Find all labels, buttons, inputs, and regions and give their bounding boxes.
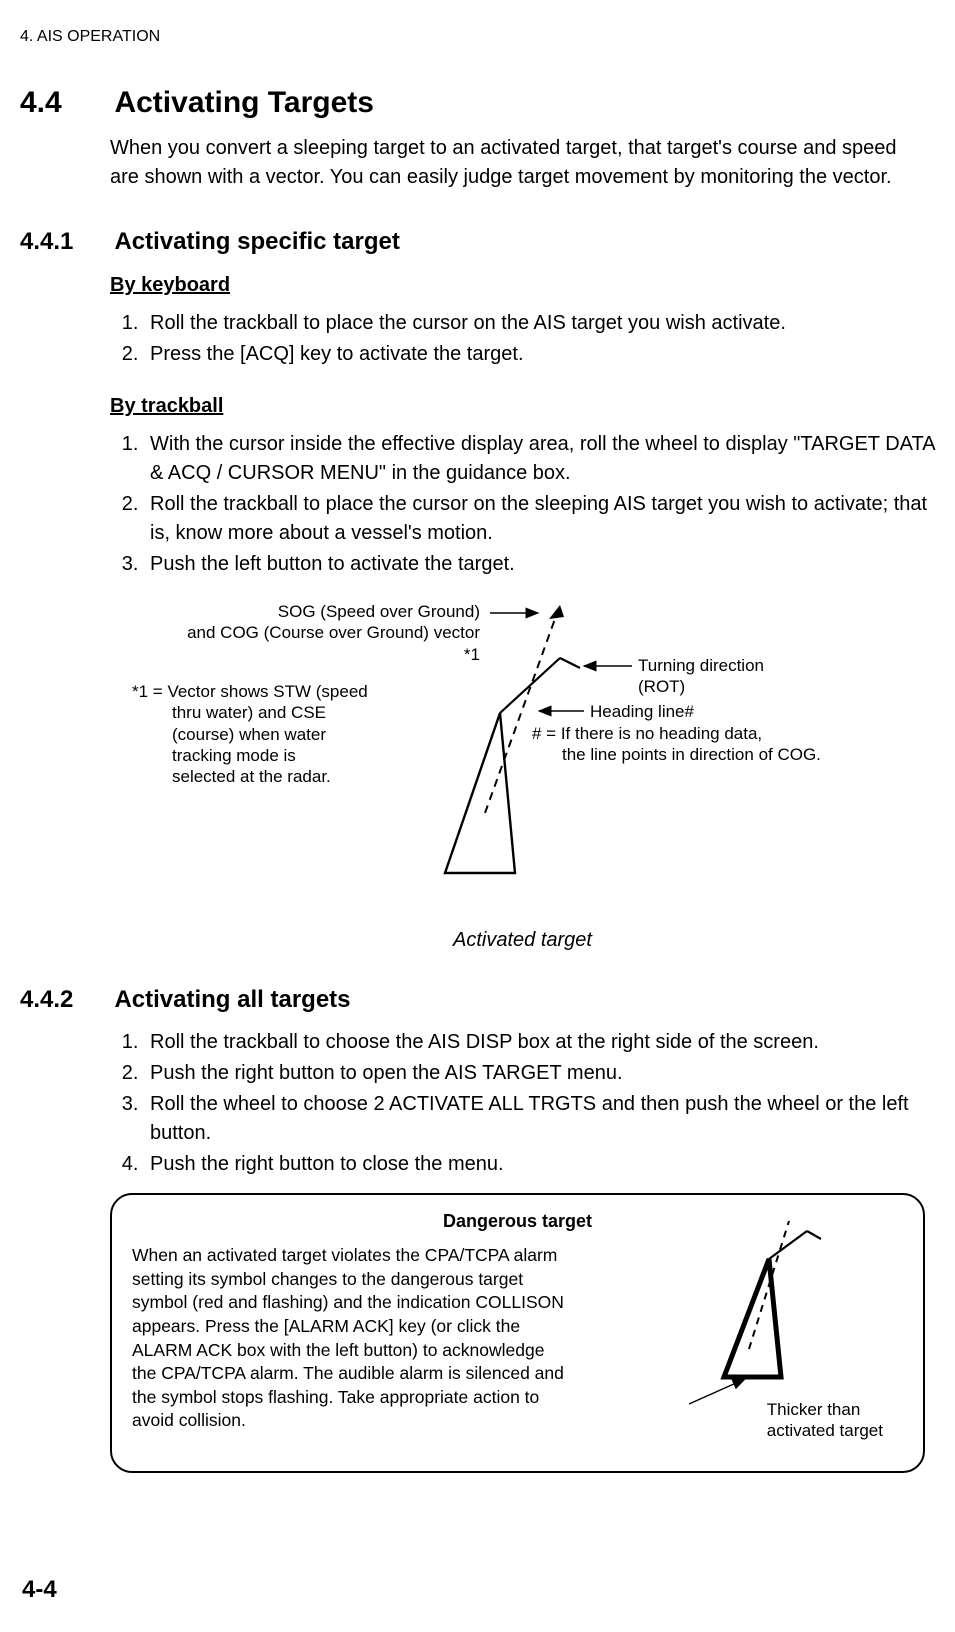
diagram-caption: Activated target xyxy=(110,929,935,952)
subsection-number: 4.4.1 xyxy=(20,228,110,256)
label-line: # = If there is no heading data, xyxy=(532,723,821,744)
list-item: Roll the wheel to choose 2 ACTIVATE ALL … xyxy=(144,1090,935,1148)
label-line: the line points in direction of COG. xyxy=(532,744,821,765)
list-item: Roll the trackball to place the cursor o… xyxy=(144,309,935,338)
label-line: selected at the radar. xyxy=(132,766,368,787)
label-line: activated target xyxy=(767,1420,883,1441)
method-header-keyboard: By keyboard xyxy=(110,274,935,297)
label-line: thru water) and CSE xyxy=(132,702,368,723)
section-number: 4.4 xyxy=(20,86,110,120)
label-line: (ROT) xyxy=(638,676,764,697)
list-item: Press the [ACQ] key to activate the targ… xyxy=(144,340,935,369)
callout-body: When an activated target violates the CP… xyxy=(132,1244,572,1433)
subsection-title: Activating all targets xyxy=(114,986,350,1014)
label-line: Turning direction xyxy=(638,655,764,676)
section-4-4: 4.4 Activating Targets When you convert … xyxy=(80,86,935,192)
trackball-steps: With the cursor inside the effective dis… xyxy=(110,430,935,579)
callout-note: Thicker than activated target xyxy=(767,1399,883,1442)
page-number: 4-4 xyxy=(22,1576,57,1604)
list-item: With the cursor inside the effective dis… xyxy=(144,430,935,488)
section-body: When you convert a sleeping target to an… xyxy=(110,134,925,192)
keyboard-steps: Roll the trackball to place the cursor o… xyxy=(110,309,935,369)
label-line: *1 = Vector shows STW (speed xyxy=(132,681,368,702)
list-item: Roll the trackball to place the cursor o… xyxy=(144,490,935,548)
section-title: Activating Targets xyxy=(114,86,374,120)
subsection-number: 4.4.2 xyxy=(20,986,110,1014)
label-line: and COG (Course over Ground) vector xyxy=(150,622,480,643)
page-header: 4. AIS OPERATION xyxy=(20,28,935,46)
turning-label: Turning direction (ROT) xyxy=(638,655,764,698)
sog-label: SOG (Speed over Ground) and COG (Course … xyxy=(150,601,480,665)
label-line: tracking mode is xyxy=(132,745,368,766)
label-line: *1 xyxy=(150,644,480,665)
activated-target-diagram: SOG (Speed over Ground) and COG (Course … xyxy=(90,593,910,923)
dangerous-target-svg xyxy=(629,1219,899,1419)
subsection-4-4-2: 4.4.2 Activating all targets xyxy=(80,986,935,1014)
list-item: Roll the trackball to choose the AIS DIS… xyxy=(144,1028,935,1057)
list-item: Push the right button to close the menu. xyxy=(144,1150,935,1179)
label-line: (course) when water xyxy=(132,724,368,745)
all-targets-steps: Roll the trackball to choose the AIS DIS… xyxy=(110,1028,935,1179)
method-header-trackball: By trackball xyxy=(110,395,935,418)
dangerous-target-callout: Dangerous target When an activated targe… xyxy=(110,1193,925,1473)
hash-note: # = If there is no heading data, the lin… xyxy=(532,723,821,766)
subsection-title: Activating specific target xyxy=(114,228,399,256)
list-item: Push the left button to activate the tar… xyxy=(144,550,935,579)
list-item: Push the right button to open the AIS TA… xyxy=(144,1059,935,1088)
label-line: SOG (Speed over Ground) xyxy=(150,601,480,622)
heading-label: Heading line# xyxy=(590,701,694,722)
note-star1: *1 = Vector shows STW (speed thru water)… xyxy=(132,681,368,787)
label-line: Thicker than xyxy=(767,1399,883,1420)
subsection-4-4-1: 4.4.1 Activating specific target xyxy=(80,228,935,256)
